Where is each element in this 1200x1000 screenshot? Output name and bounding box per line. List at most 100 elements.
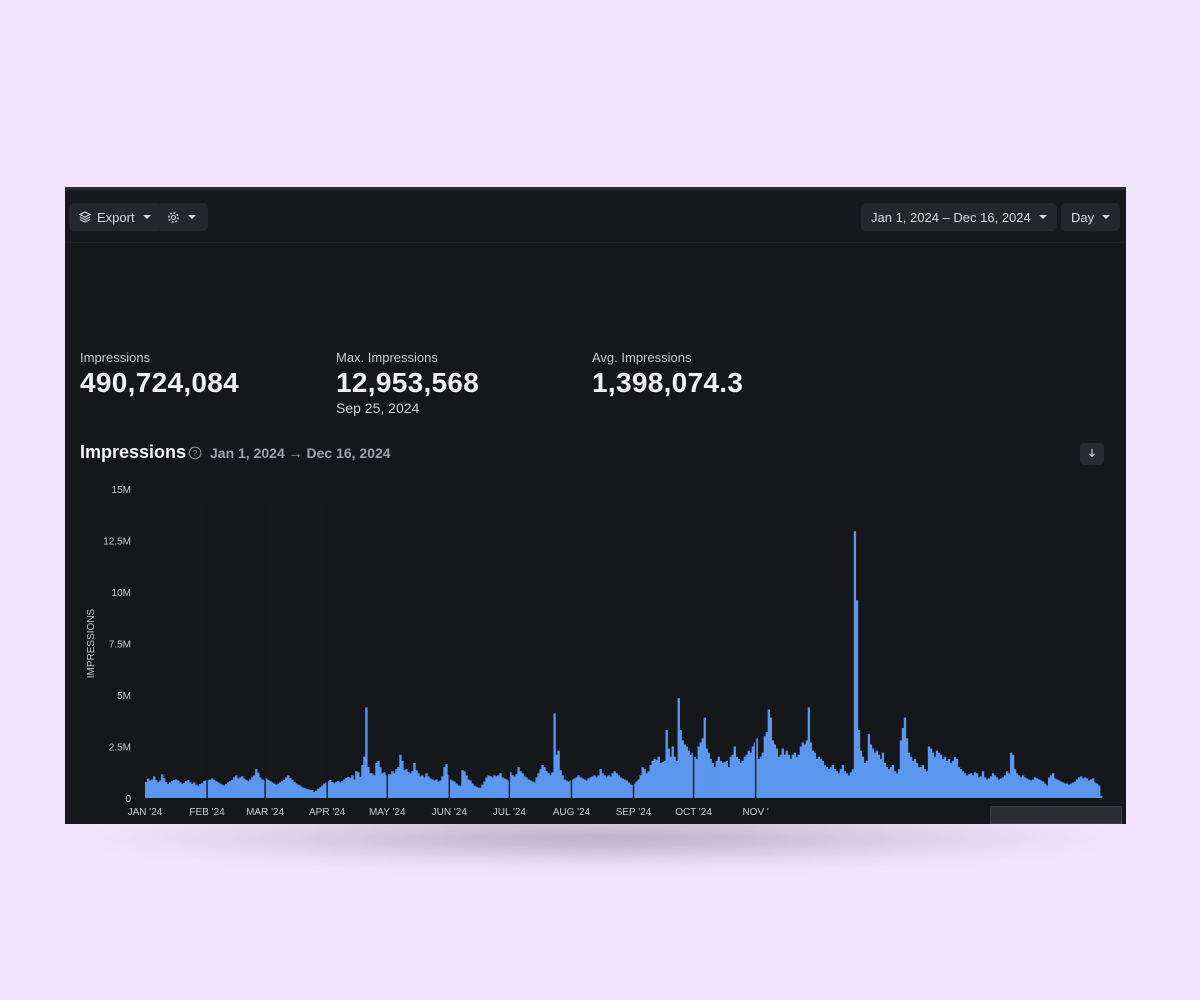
bar bbox=[435, 779, 438, 798]
bar bbox=[225, 783, 228, 798]
bar bbox=[769, 717, 772, 798]
bar bbox=[1077, 777, 1081, 798]
bar bbox=[441, 776, 444, 798]
bar bbox=[313, 791, 316, 798]
bar bbox=[523, 776, 526, 798]
bar bbox=[663, 760, 666, 798]
bar bbox=[195, 784, 198, 798]
bar bbox=[613, 771, 616, 798]
bar bbox=[853, 531, 857, 798]
bar bbox=[715, 760, 718, 798]
bar bbox=[553, 713, 556, 798]
bar bbox=[625, 780, 628, 798]
bar bbox=[827, 769, 831, 798]
bar bbox=[243, 778, 246, 798]
bar bbox=[727, 767, 730, 798]
bar bbox=[745, 754, 748, 798]
bar bbox=[731, 754, 734, 798]
bar bbox=[433, 780, 436, 798]
bar bbox=[1011, 754, 1015, 798]
bar bbox=[233, 777, 236, 798]
bar bbox=[277, 783, 280, 798]
bar bbox=[491, 777, 494, 798]
chevron-down-icon bbox=[1038, 215, 1047, 219]
bar bbox=[373, 775, 376, 798]
bar bbox=[1001, 777, 1005, 798]
bar bbox=[971, 775, 975, 798]
granularity-select[interactable]: Day bbox=[1061, 203, 1121, 231]
y-axis-label: IMPRESSIONS bbox=[86, 608, 97, 678]
bar bbox=[611, 773, 614, 798]
export-button[interactable]: Export bbox=[69, 203, 161, 231]
bar bbox=[309, 789, 312, 798]
bar bbox=[1083, 777, 1087, 798]
bar bbox=[751, 746, 754, 798]
bar bbox=[425, 773, 428, 798]
chart-header: Impressions ? Jan 1, 2024 → Dec 16, 2024 bbox=[80, 442, 1106, 472]
bar bbox=[203, 781, 206, 798]
bar bbox=[227, 782, 230, 798]
bar bbox=[449, 779, 452, 798]
bar bbox=[1045, 785, 1049, 798]
bar bbox=[307, 789, 310, 798]
bar bbox=[521, 773, 524, 798]
bar bbox=[865, 760, 869, 798]
bar bbox=[641, 767, 644, 798]
bar bbox=[689, 754, 692, 798]
bar bbox=[199, 783, 202, 798]
date-range-button[interactable]: Jan 1, 2024 – Dec 16, 2024 bbox=[861, 203, 1057, 231]
bar bbox=[703, 717, 706, 798]
bar bbox=[175, 779, 178, 798]
bar bbox=[269, 781, 272, 798]
bar bbox=[737, 758, 740, 798]
bar bbox=[951, 760, 955, 798]
bar bbox=[397, 767, 400, 798]
settings-button[interactable] bbox=[157, 203, 208, 231]
bar bbox=[301, 787, 304, 798]
scrollbar-thumbnail[interactable] bbox=[990, 806, 1122, 824]
stat-max-impressions: Max. Impressions 12,953,568 Sep 25, 2024 bbox=[336, 350, 479, 416]
bar bbox=[609, 776, 612, 798]
bar bbox=[387, 774, 390, 798]
bar bbox=[603, 775, 606, 798]
download-button[interactable] bbox=[1080, 443, 1104, 465]
bar bbox=[305, 788, 308, 798]
bar bbox=[219, 783, 222, 798]
bar bbox=[859, 750, 863, 798]
bar bbox=[891, 765, 895, 798]
bar bbox=[477, 787, 480, 798]
bar bbox=[775, 748, 779, 798]
bar bbox=[417, 773, 420, 798]
bar bbox=[1063, 783, 1067, 798]
toolbar: Export Jan 1, 2024 – Dec 16, 2024 Day bbox=[65, 190, 1126, 243]
bar bbox=[1005, 771, 1009, 798]
bar bbox=[621, 778, 624, 798]
y-tick-label: 0 bbox=[125, 794, 131, 805]
bar bbox=[713, 767, 716, 798]
bar bbox=[835, 771, 839, 798]
help-icon[interactable]: ? bbox=[188, 446, 202, 465]
bar bbox=[333, 783, 336, 798]
y-tick-label: 10M bbox=[112, 588, 131, 599]
bar bbox=[771, 740, 774, 798]
bar bbox=[405, 769, 408, 798]
y-tick-label: 12.5M bbox=[103, 537, 131, 548]
bar bbox=[913, 758, 917, 798]
bar bbox=[1041, 781, 1045, 798]
bar bbox=[1091, 778, 1095, 798]
bar bbox=[899, 740, 903, 798]
bar bbox=[507, 780, 510, 798]
bar bbox=[509, 772, 512, 798]
bar bbox=[201, 783, 204, 798]
bar bbox=[257, 772, 260, 798]
bar bbox=[403, 770, 406, 798]
bar bbox=[595, 777, 598, 798]
bar bbox=[439, 780, 442, 798]
chart-date-range: Jan 1, 2024 → Dec 16, 2024 bbox=[210, 445, 391, 461]
bar bbox=[893, 771, 897, 798]
bar bbox=[511, 775, 514, 798]
bar bbox=[849, 772, 853, 798]
bar bbox=[253, 775, 256, 798]
bar bbox=[597, 775, 600, 798]
bar bbox=[753, 742, 756, 798]
